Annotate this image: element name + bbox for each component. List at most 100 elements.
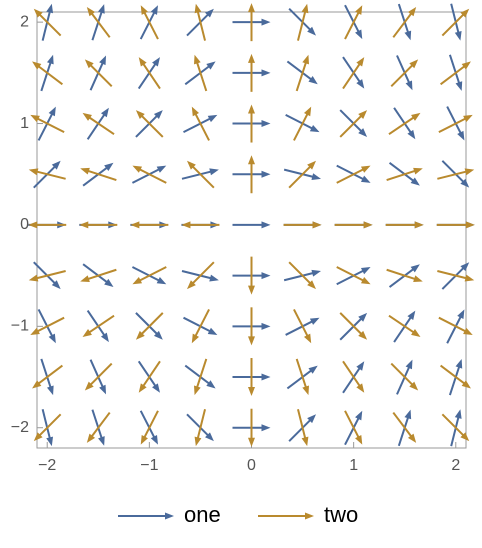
arrow-head — [463, 114, 473, 123]
arrow-shaft — [195, 60, 208, 92]
arrow-head — [407, 129, 416, 140]
arrow-head — [457, 130, 465, 141]
arrow-head — [454, 409, 462, 419]
arrow — [186, 8, 214, 37]
arrow-shaft — [438, 316, 468, 334]
arrow — [194, 54, 208, 92]
arrow-head — [194, 385, 201, 396]
arrow — [436, 221, 475, 229]
arrow — [232, 120, 271, 128]
arrow-head — [186, 160, 196, 170]
arrow — [388, 314, 421, 337]
arrow-shaft — [339, 109, 364, 134]
arrow-head — [404, 409, 412, 420]
arrow — [393, 310, 416, 343]
arrow — [33, 413, 62, 442]
arrow-head — [248, 387, 255, 397]
arrow-shaft — [141, 360, 161, 389]
arrow-shaft — [184, 64, 212, 86]
arrow-head — [99, 384, 107, 395]
arrow-head — [309, 317, 320, 325]
arrow-shaft — [89, 60, 105, 91]
arrow-shaft — [437, 270, 469, 280]
arrow-head — [407, 433, 417, 443]
arrow-head — [98, 4, 105, 14]
arrow-shaft — [286, 368, 314, 390]
arrow — [232, 322, 271, 330]
arrow — [135, 312, 163, 340]
arrow-head — [138, 383, 147, 393]
arrow-head — [33, 8, 43, 18]
arrow — [336, 266, 371, 285]
arrow — [390, 59, 419, 87]
arrow — [248, 155, 255, 194]
arrow — [191, 308, 210, 344]
arrow-head — [261, 170, 271, 178]
arrow-shaft — [89, 411, 111, 439]
arrow-shaft — [396, 364, 411, 395]
arrow-head — [248, 3, 255, 13]
arrow — [40, 358, 54, 396]
arrow-shaft — [446, 314, 463, 344]
arrow-head — [150, 5, 158, 15]
arrow-shaft — [36, 64, 63, 86]
arrow-head — [165, 512, 174, 520]
arrow — [183, 114, 218, 134]
arrow-head — [407, 310, 416, 320]
arrow — [132, 266, 167, 285]
arrow-head — [28, 168, 39, 176]
arrow-head — [100, 107, 109, 118]
arrow-shaft — [184, 364, 212, 386]
arrow-head — [464, 274, 475, 282]
arrow-head — [460, 432, 470, 442]
arrow — [137, 57, 160, 90]
arrow — [232, 170, 271, 178]
arrow-shaft — [396, 55, 411, 86]
arrow-shaft — [344, 10, 361, 40]
arrow — [84, 362, 113, 391]
arrow — [397, 3, 412, 41]
arrow-shaft — [37, 12, 62, 37]
arrow-shaft — [390, 362, 415, 387]
arrow-head — [358, 312, 368, 322]
arrow-head — [261, 373, 271, 381]
arrow-head — [153, 330, 163, 340]
arrow-shaft — [91, 409, 104, 441]
arrow-shaft — [397, 415, 410, 447]
arrow-shaft — [40, 60, 53, 92]
arrow — [82, 112, 115, 135]
arrow-shaft — [186, 12, 211, 37]
arrow-head — [48, 333, 56, 344]
arrow-shaft — [288, 164, 313, 189]
arrow-head — [358, 110, 368, 119]
arrow-head — [86, 6, 96, 17]
arrow-shaft — [41, 9, 52, 41]
arrow-head — [261, 69, 271, 77]
arrow — [386, 268, 423, 283]
arrow-head — [194, 436, 202, 447]
arrow-shaft — [88, 362, 113, 387]
arrow-head — [261, 18, 271, 26]
arrow-head — [33, 432, 43, 442]
arrow — [344, 4, 363, 40]
arrow-shaft — [344, 410, 361, 440]
arrow-head — [30, 114, 40, 123]
arrow-head — [360, 165, 371, 173]
arrow — [344, 410, 363, 446]
arrow — [232, 221, 271, 229]
arrow-head — [307, 280, 317, 290]
arrow-head — [454, 30, 462, 41]
arrow-head — [135, 110, 145, 119]
legend-label: two — [324, 502, 358, 527]
arrow — [248, 408, 255, 447]
arrow-shaft — [295, 60, 308, 92]
arrow-shaft — [450, 3, 460, 35]
arrow — [390, 362, 419, 391]
arrow-shaft — [339, 312, 364, 337]
arrow — [40, 54, 54, 92]
arrow — [184, 61, 216, 86]
arrow-shaft — [336, 266, 366, 283]
y-tick-label: 2 — [20, 13, 29, 30]
arrow-shaft — [193, 111, 210, 141]
arrow — [140, 410, 159, 445]
